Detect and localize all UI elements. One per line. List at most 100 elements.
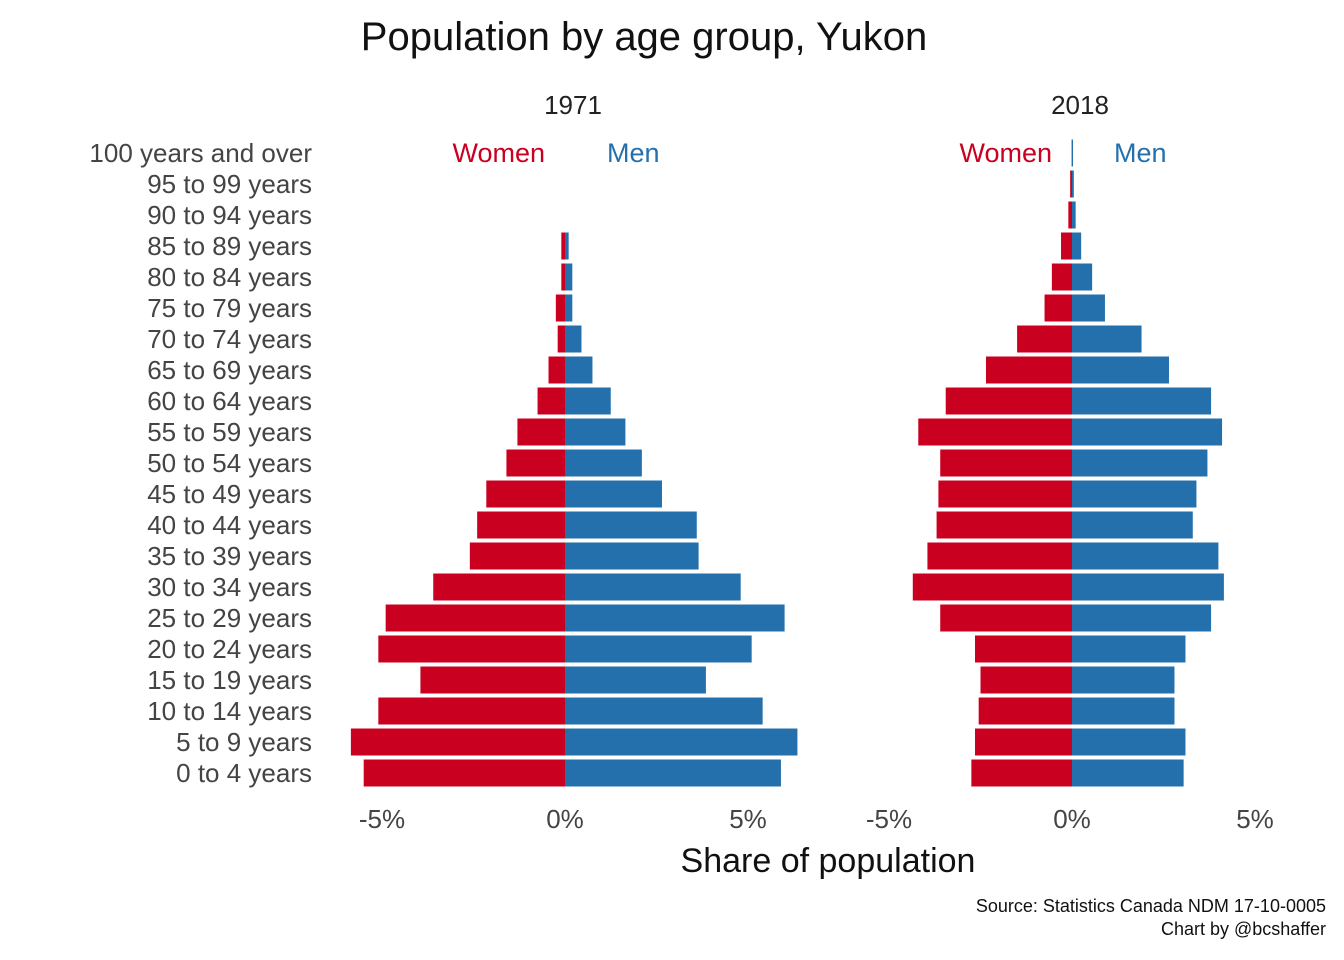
legend-men-1971: Men <box>607 138 660 168</box>
bar-1971-men-75-to-79-years <box>565 294 573 322</box>
x-tick-1971-5: 5% <box>729 804 767 834</box>
bar-2018-women-0-to-4-years <box>971 759 1072 787</box>
bar-2018-men-85-to-89-years <box>1072 232 1082 260</box>
bar-1971-women-70-to-74-years <box>557 325 565 353</box>
age-label-35-to-39-years: 35 to 39 years <box>147 541 312 571</box>
bar-1971-women-10-to-14-years <box>378 697 565 725</box>
bar-2018-men-65-to-69-years <box>1072 356 1169 384</box>
bar-2018-men-80-to-84-years <box>1072 263 1093 291</box>
bar-1971-men-70-to-74-years <box>565 325 582 353</box>
bar-2018-men-45-to-49-years <box>1072 480 1197 508</box>
panel-1971: 1971 Women Men -5% 0% 5% <box>350 90 798 834</box>
bar-1971-men-15-to-19-years <box>565 666 706 694</box>
bar-1971-women-5-to-9-years <box>350 728 565 756</box>
bar-2018-women-95-to-99-years <box>1070 170 1072 198</box>
age-label-45-to-49-years: 45 to 49 years <box>147 479 312 509</box>
x-tick-1971-5: -5% <box>359 804 405 834</box>
bars-1971 <box>350 232 798 787</box>
bar-1971-men-45-to-49-years <box>565 480 662 508</box>
bar-2018-women-25-to-29-years <box>940 604 1072 632</box>
panel-title-1971: 1971 <box>544 90 602 120</box>
x-tick-2018-5: 5% <box>1236 804 1274 834</box>
source-caption: Source: Statistics Canada NDM 17-10-0005 <box>976 896 1326 916</box>
bar-2018-women-90-to-94-years <box>1068 201 1072 229</box>
age-label-60-to-64-years: 60 to 64 years <box>147 386 312 416</box>
bar-1971-women-15-to-19-years <box>420 666 565 694</box>
age-label-55-to-59-years: 55 to 59 years <box>147 417 312 447</box>
age-label-65-to-69-years: 65 to 69 years <box>147 355 312 385</box>
bar-1971-women-45-to-49-years <box>486 480 565 508</box>
age-label-100-years-and-over: 100 years and over <box>89 138 312 168</box>
age-label-5-to-9-years: 5 to 9 years <box>176 727 312 757</box>
bar-1971-men-50-to-54-years <box>565 449 642 477</box>
bar-2018-men-5-to-9-years <box>1072 728 1186 756</box>
bar-1971-men-80-to-84-years <box>565 263 573 291</box>
x-axis-label: Share of population <box>681 842 976 880</box>
bar-2018-women-20-to-24-years <box>975 635 1072 663</box>
chart-title: Population by age group, Yukon <box>361 15 927 59</box>
age-label-10-to-14-years: 10 to 14 years <box>147 696 312 726</box>
bar-2018-women-85-to-89-years <box>1061 232 1072 260</box>
bar-2018-women-30-to-34-years <box>912 573 1072 601</box>
age-label-90-to-94-years: 90 to 94 years <box>147 200 312 230</box>
bar-2018-men-25-to-29-years <box>1072 604 1212 632</box>
bar-1971-women-25-to-29-years <box>385 604 565 632</box>
x-tick-2018-5: -5% <box>866 804 912 834</box>
bar-1971-women-30-to-34-years <box>433 573 565 601</box>
bar-2018-men-10-to-14-years <box>1072 697 1175 725</box>
age-label-75-to-79-years: 75 to 79 years <box>147 293 312 323</box>
x-tick-2018-0: 0% <box>1053 804 1091 834</box>
bar-2018-men-90-to-94-years <box>1072 201 1076 229</box>
age-label-40-to-44-years: 40 to 44 years <box>147 510 312 540</box>
bar-2018-women-60-to-64-years <box>945 387 1072 415</box>
age-label-0-to-4-years: 0 to 4 years <box>176 758 312 788</box>
bar-1971-men-60-to-64-years <box>565 387 611 415</box>
legend-women-2018: Women <box>959 138 1052 168</box>
bar-1971-women-75-to-79-years <box>555 294 565 322</box>
age-label-30-to-34-years: 30 to 34 years <box>147 572 312 602</box>
bar-1971-women-20-to-24-years <box>378 635 565 663</box>
bar-2018-men-100-years-and-over <box>1072 139 1073 167</box>
bar-2018-men-15-to-19-years <box>1072 666 1175 694</box>
bar-2018-men-95-to-99-years <box>1072 170 1074 198</box>
bar-2018-women-45-to-49-years <box>938 480 1072 508</box>
bar-2018-men-40-to-44-years <box>1072 511 1193 539</box>
bar-1971-men-65-to-69-years <box>565 356 593 384</box>
bar-2018-women-35-to-39-years <box>927 542 1072 570</box>
bar-2018-men-60-to-64-years <box>1072 387 1212 415</box>
bar-2018-women-65-to-69-years <box>985 356 1072 384</box>
bar-2018-men-55-to-59-years <box>1072 418 1223 446</box>
x-tick-1971-0: 0% <box>546 804 584 834</box>
bar-2018-men-50-to-54-years <box>1072 449 1208 477</box>
bar-1971-women-40-to-44-years <box>477 511 565 539</box>
bar-2018-women-55-to-59-years <box>918 418 1072 446</box>
bar-1971-women-0-to-4-years <box>363 759 565 787</box>
bar-1971-women-55-to-59-years <box>517 418 565 446</box>
panel-title-2018: 2018 <box>1051 90 1109 120</box>
age-label-25-to-29-years: 25 to 29 years <box>147 603 312 633</box>
age-label-50-to-54-years: 50 to 54 years <box>147 448 312 478</box>
bars-2018 <box>912 139 1224 787</box>
bar-1971-men-20-to-24-years <box>565 635 752 663</box>
bar-1971-men-30-to-34-years <box>565 573 741 601</box>
bar-1971-men-10-to-14-years <box>565 697 763 725</box>
bar-2018-women-70-to-74-years <box>1017 325 1072 353</box>
bar-2018-women-80-to-84-years <box>1051 263 1072 291</box>
bar-2018-men-70-to-74-years <box>1072 325 1142 353</box>
bar-2018-women-10-to-14-years <box>978 697 1072 725</box>
bar-1971-women-65-to-69-years <box>548 356 565 384</box>
bar-2018-women-15-to-19-years <box>980 666 1072 694</box>
panel-2018: 2018 Women Men -5% 0% 5% <box>866 90 1274 834</box>
age-label-20-to-24-years: 20 to 24 years <box>147 634 312 664</box>
bar-2018-women-75-to-79-years <box>1044 294 1072 322</box>
bar-2018-men-75-to-79-years <box>1072 294 1105 322</box>
age-label-85-to-89-years: 85 to 89 years <box>147 231 312 261</box>
bar-2018-men-35-to-39-years <box>1072 542 1219 570</box>
age-label-70-to-74-years: 70 to 74 years <box>147 324 312 354</box>
legend-women-1971: Women <box>452 138 545 168</box>
bar-1971-men-0-to-4-years <box>565 759 781 787</box>
bar-2018-men-0-to-4-years <box>1072 759 1184 787</box>
age-label-95-to-99-years: 95 to 99 years <box>147 169 312 199</box>
bar-1971-men-40-to-44-years <box>565 511 697 539</box>
